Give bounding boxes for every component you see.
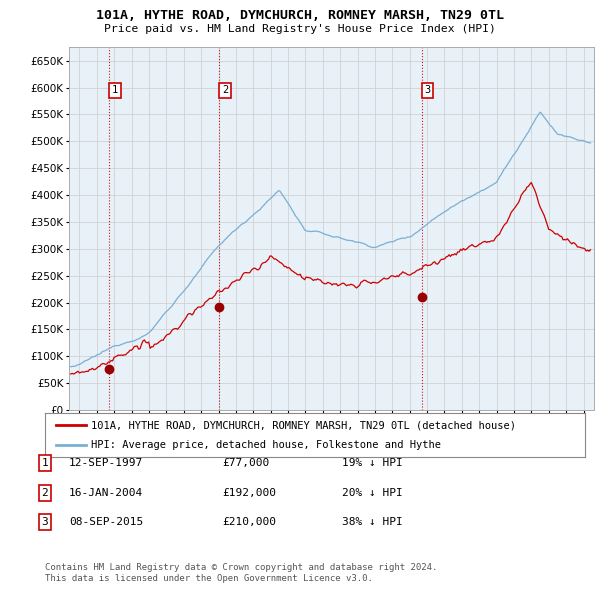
- Text: HPI: Average price, detached house, Folkestone and Hythe: HPI: Average price, detached house, Folk…: [91, 440, 441, 450]
- Text: £210,000: £210,000: [222, 517, 276, 527]
- Text: Contains HM Land Registry data © Crown copyright and database right 2024.: Contains HM Land Registry data © Crown c…: [45, 563, 437, 572]
- Text: 16-JAN-2004: 16-JAN-2004: [69, 488, 143, 497]
- Text: This data is licensed under the Open Government Licence v3.0.: This data is licensed under the Open Gov…: [45, 574, 373, 583]
- Text: 3: 3: [424, 85, 431, 95]
- Text: £77,000: £77,000: [222, 458, 269, 468]
- Text: 19% ↓ HPI: 19% ↓ HPI: [342, 458, 403, 468]
- Text: 38% ↓ HPI: 38% ↓ HPI: [342, 517, 403, 527]
- Text: 08-SEP-2015: 08-SEP-2015: [69, 517, 143, 527]
- Text: 101A, HYTHE ROAD, DYMCHURCH, ROMNEY MARSH, TN29 0TL: 101A, HYTHE ROAD, DYMCHURCH, ROMNEY MARS…: [96, 9, 504, 22]
- Text: 2: 2: [222, 85, 228, 95]
- Text: 101A, HYTHE ROAD, DYMCHURCH, ROMNEY MARSH, TN29 0TL (detached house): 101A, HYTHE ROAD, DYMCHURCH, ROMNEY MARS…: [91, 421, 516, 430]
- Text: 1: 1: [112, 85, 118, 95]
- Text: 2: 2: [41, 488, 49, 497]
- Text: 3: 3: [41, 517, 49, 527]
- Text: Price paid vs. HM Land Registry's House Price Index (HPI): Price paid vs. HM Land Registry's House …: [104, 24, 496, 34]
- Text: £192,000: £192,000: [222, 488, 276, 497]
- Text: 20% ↓ HPI: 20% ↓ HPI: [342, 488, 403, 497]
- Text: 1: 1: [41, 458, 49, 468]
- Text: 12-SEP-1997: 12-SEP-1997: [69, 458, 143, 468]
